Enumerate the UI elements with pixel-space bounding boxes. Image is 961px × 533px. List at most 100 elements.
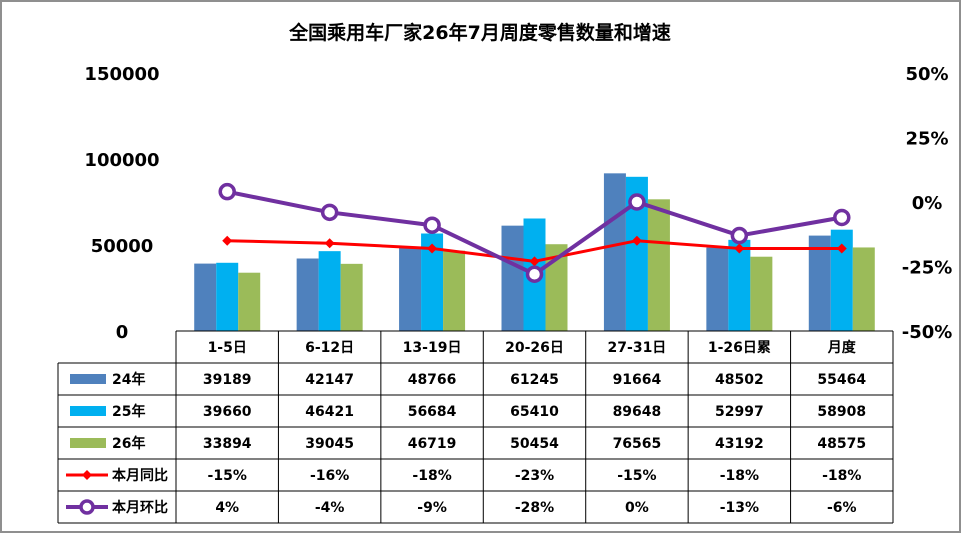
- bar-3-1: [238, 272, 261, 331]
- right-axis-tick-label: 50%: [905, 64, 948, 85]
- data-cell: -15%: [617, 468, 656, 484]
- data-cell: 43192: [715, 436, 764, 452]
- chart-title: 全国乘用车厂家26年7月周度零售数量和增速: [288, 21, 671, 44]
- data-cell: 55464: [817, 372, 866, 388]
- left-axis-tick-label: 100000: [84, 150, 159, 171]
- category-label: 27-31日: [608, 340, 667, 356]
- data-cell: 46421: [305, 404, 354, 420]
- right-axis-tick-label: -50%: [902, 322, 953, 343]
- data-cell: 39189: [203, 372, 252, 388]
- line-point-1-6: [734, 243, 745, 254]
- bar-2-5: [625, 176, 648, 331]
- bar-2-3: [421, 233, 444, 331]
- legend-key-3: [70, 438, 106, 448]
- line-point-2-7: [833, 208, 851, 227]
- legend-key-2: [70, 406, 106, 416]
- data-cell: 52997: [715, 404, 764, 420]
- bars-layer: [194, 173, 875, 331]
- data-cell: 33894: [203, 436, 252, 452]
- left-axis-tick-label: 0: [116, 322, 129, 343]
- bar-1-1: [194, 263, 217, 331]
- data-cell: -18%: [412, 468, 451, 484]
- data-cell: 0%: [625, 500, 649, 516]
- right-axis-tick-label: 0%: [912, 193, 943, 214]
- right-axis-tick-label: 25%: [905, 129, 948, 150]
- data-cell: 39660: [203, 404, 252, 420]
- left-axis: 150000 100000 50000 0: [84, 64, 159, 343]
- bar-2-1: [216, 262, 239, 331]
- bar-3-3: [443, 250, 466, 331]
- data-cell: 4%: [215, 500, 239, 516]
- bar-1-6: [706, 247, 729, 331]
- bar-1-7: [808, 235, 831, 331]
- bar-3-2: [340, 263, 363, 331]
- legend-key-marker-5: [79, 499, 95, 515]
- data-cell: -4%: [315, 500, 345, 516]
- lines-layer: [218, 182, 851, 283]
- data-cell: -15%: [208, 468, 247, 484]
- line-point-1-1: [222, 235, 233, 246]
- data-cell: 48502: [715, 372, 764, 388]
- data-cell: -9%: [417, 500, 447, 516]
- line-point-1-2: [324, 238, 335, 249]
- right-axis-tick-label: -25%: [902, 258, 953, 279]
- series-name-3: 26年: [112, 435, 145, 452]
- left-axis-tick-label: 50000: [91, 236, 154, 257]
- data-cell: 46719: [408, 436, 457, 452]
- category-label: 1-26日累: [708, 340, 771, 356]
- category-label: 月度: [827, 339, 857, 356]
- line-point-1-5: [631, 235, 642, 246]
- category-label: 20-26日: [505, 340, 564, 356]
- category-label: 13-19日: [403, 340, 462, 356]
- data-cell: 65410: [510, 404, 559, 420]
- bar-2-7: [830, 229, 853, 331]
- data-table: 1-5日 6-12日 13-19日 20-26日 27-31日 1-26日累 月度 24年 39…: [57, 330, 894, 524]
- bar-3-4: [545, 244, 568, 331]
- data-cell: 61245: [510, 372, 559, 388]
- data-cell: 56684: [408, 404, 457, 420]
- line-point-2-4: [525, 265, 544, 283]
- bar-2-2: [318, 251, 341, 331]
- data-cell: -13%: [720, 500, 759, 516]
- data-cell: 91664: [613, 372, 662, 388]
- bar-1-4: [501, 225, 524, 331]
- bar-1-2: [296, 258, 319, 331]
- category-label: 1-5日: [208, 340, 247, 356]
- data-cell: 42147: [305, 372, 354, 388]
- line-point-2-3: [423, 216, 441, 234]
- data-cell: 76565: [613, 436, 662, 452]
- data-cell: -16%: [310, 468, 349, 484]
- series-name-5: 本月环比: [112, 499, 168, 516]
- bar-2-6: [728, 239, 751, 331]
- data-cell: 50454: [510, 436, 559, 452]
- legend-key-marker-4: [82, 470, 92, 480]
- data-cell: 48766: [408, 372, 457, 388]
- data-cell: 48575: [817, 436, 866, 452]
- line-point-2-5: [628, 193, 646, 211]
- category-label: 6-12日: [305, 340, 354, 356]
- data-cell: -28%: [515, 500, 554, 516]
- bar-1-3: [399, 247, 422, 331]
- right-axis: 50% 25% 0% -25% -50%: [902, 64, 953, 343]
- series-name-4: 本月同比: [112, 467, 168, 484]
- left-axis-tick-label: 150000: [84, 64, 159, 85]
- data-cell: 58908: [817, 404, 866, 420]
- line-point-2-2: [320, 203, 339, 222]
- bar-3-7: [852, 247, 875, 331]
- data-cell: -6%: [827, 500, 857, 516]
- line-point-1-7: [836, 243, 847, 254]
- series-name-2: 25年: [112, 403, 145, 420]
- data-cell: -18%: [822, 468, 861, 484]
- series-name-1: 24年: [112, 371, 145, 388]
- bar-1-5: [603, 173, 626, 331]
- line-point-2-6: [730, 226, 749, 245]
- bar-3-5: [647, 199, 670, 331]
- bar-3-6: [750, 256, 773, 331]
- line-point-2-1: [218, 182, 236, 201]
- line-point-1-4: [529, 256, 540, 267]
- line-point-1-3: [427, 243, 438, 254]
- data-cell: 39045: [305, 436, 354, 452]
- data-cell: -18%: [720, 468, 759, 484]
